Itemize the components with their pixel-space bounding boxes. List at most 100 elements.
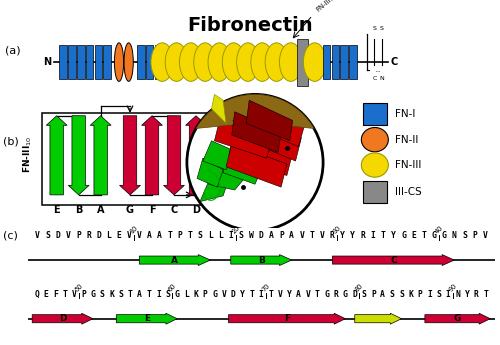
FancyArrow shape [332,255,454,266]
Polygon shape [246,100,292,141]
Ellipse shape [165,43,188,81]
Ellipse shape [194,43,216,81]
Text: V: V [320,231,324,240]
Text: 80: 80 [354,283,364,293]
Text: G: G [454,314,462,323]
Polygon shape [249,106,304,147]
Text: G: G [174,290,180,299]
Text: FN-I: FN-I [395,109,415,119]
Bar [362,180,387,203]
FancyArrow shape [228,313,346,324]
Text: Q: Q [34,290,40,299]
Bar [146,45,154,79]
Text: C: C [390,57,398,67]
Text: L: L [106,231,111,240]
Bar [68,45,76,79]
Text: R: R [334,290,338,299]
Bar [77,45,84,79]
Bar [298,39,308,86]
Text: D: D [56,231,60,240]
Text: V: V [278,290,282,299]
Text: I: I [370,231,376,240]
Text: K: K [194,290,198,299]
Text: 30: 30 [332,224,342,234]
Ellipse shape [124,43,134,81]
Text: FN-II: FN-II [395,135,418,145]
Polygon shape [203,141,237,170]
Text: K: K [408,290,414,299]
Ellipse shape [236,43,260,81]
Text: N: N [452,231,457,240]
Text: G: G [90,290,96,299]
Text: C: C [170,205,177,215]
Text: Y: Y [240,290,245,299]
FancyArrow shape [186,116,206,195]
Text: P: P [279,231,284,240]
Text: (a): (a) [5,46,20,56]
Text: E: E [44,290,48,299]
Text: A: A [138,290,142,299]
Text: A: A [97,205,104,215]
Bar [322,45,330,79]
Text: P: P [81,290,86,299]
Text: A: A [157,231,162,240]
Bar [137,45,144,79]
Bar [94,45,102,79]
Text: D: D [259,231,264,240]
Text: G: G [442,231,446,240]
Text: 50: 50 [74,283,84,293]
Text: V: V [126,231,132,240]
Text: T: T [310,231,314,240]
Text: S: S [100,290,104,299]
Text: T: T [146,290,152,299]
Text: G: G [401,231,406,240]
Text: D: D [192,205,200,215]
Text: S: S [198,231,202,240]
Text: G: G [432,231,436,240]
Text: T: T [268,290,273,299]
Text: Y: Y [350,231,355,240]
Text: Y: Y [287,290,292,299]
Text: K: K [109,290,114,299]
Text: T: T [250,290,254,299]
Text: P: P [202,290,207,299]
Ellipse shape [151,43,174,81]
Text: S: S [436,290,442,299]
Bar [340,45,348,79]
Text: S: S [46,231,51,240]
Text: S: S [462,231,467,240]
Text: A: A [269,231,274,240]
Text: F: F [148,205,156,215]
Text: N: N [44,57,52,67]
Bar [154,45,162,79]
Bar [349,45,356,79]
Circle shape [187,95,323,230]
Polygon shape [214,118,272,158]
Text: I: I [446,290,450,299]
Ellipse shape [208,43,231,81]
Text: 40: 40 [434,224,444,234]
FancyArrow shape [142,116,163,195]
Ellipse shape [280,43,302,81]
Text: A: A [290,231,294,240]
Text: T: T [381,231,386,240]
Polygon shape [226,144,287,187]
Text: R: R [330,231,335,240]
Text: G: G [212,290,217,299]
Text: G: G [324,290,329,299]
Polygon shape [200,178,229,201]
FancyArrow shape [46,116,67,195]
Text: S: S [372,26,376,31]
Polygon shape [197,158,223,187]
Text: Y: Y [391,231,396,240]
Text: Y: Y [340,231,345,240]
Text: V: V [482,231,488,240]
Polygon shape [196,95,314,128]
Text: L: L [184,290,189,299]
Text: 90: 90 [448,283,458,293]
Text: V: V [66,231,70,240]
Text: FN-III₁₀: FN-III₁₀ [315,0,337,13]
Text: T: T [315,290,320,299]
Text: P: P [371,290,376,299]
Text: Fibronectin: Fibronectin [187,16,313,34]
